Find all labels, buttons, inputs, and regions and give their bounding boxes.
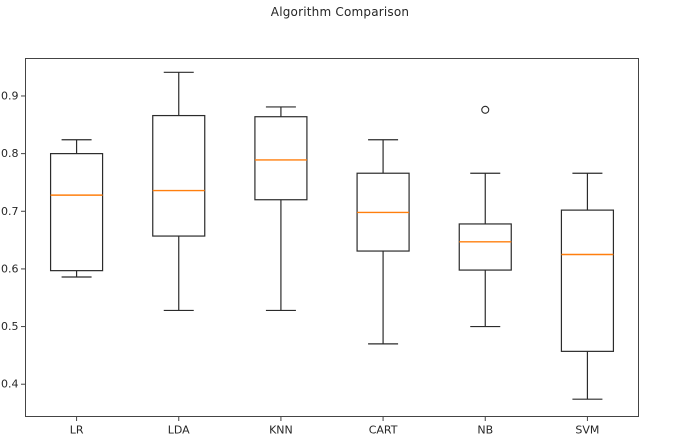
box-nb: [458, 223, 512, 271]
x-tick-label: LDA: [168, 424, 190, 437]
axes-frame: [25, 58, 639, 417]
x-tick-label: CART: [369, 424, 398, 437]
x-tick-label: SVM: [575, 424, 599, 437]
y-tick-label: 0.7: [1, 205, 19, 218]
box-knn: [254, 116, 308, 201]
y-tick-label: 0.8: [1, 147, 19, 160]
y-tick-label: 0.9: [1, 89, 19, 102]
x-tick-label: NB: [477, 424, 493, 437]
outlier-nb: [481, 105, 490, 114]
y-tick-label: 0.5: [1, 320, 19, 333]
x-tick-label: KNN: [269, 424, 293, 437]
chart-title: Algorithm Comparison: [270, 5, 410, 19]
box-lda: [152, 114, 206, 237]
x-tick-label: LR: [70, 424, 84, 437]
box-svm: [560, 209, 615, 352]
y-tick-label: 0.6: [1, 262, 19, 275]
y-tick-label: 0.4: [1, 378, 19, 391]
box-lr: [49, 153, 104, 272]
